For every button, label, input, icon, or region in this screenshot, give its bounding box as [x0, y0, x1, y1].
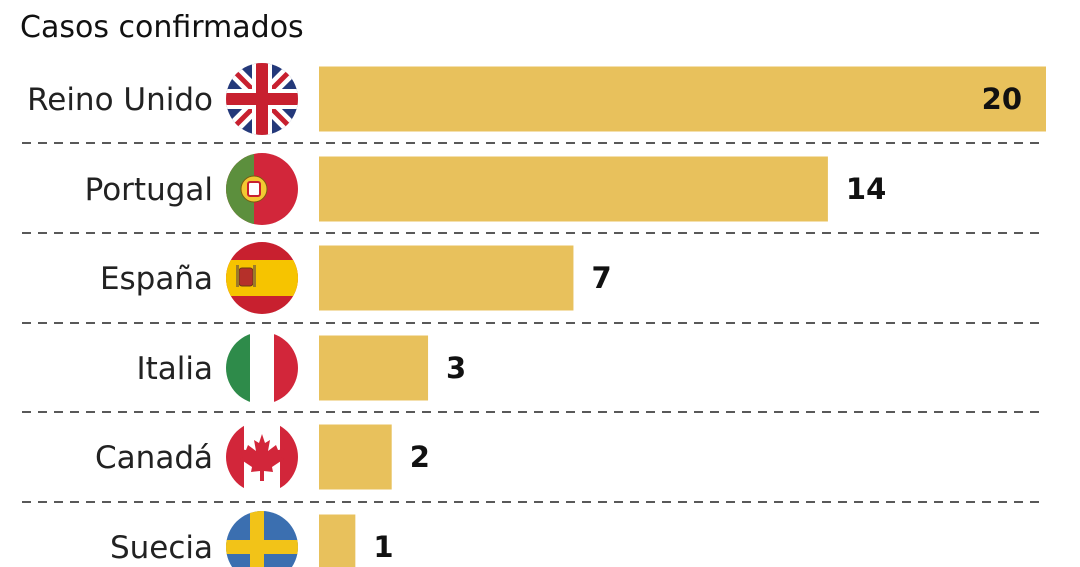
bar-canada [319, 424, 392, 490]
category-label: Suecia [110, 530, 213, 566]
canada-flag-icon [226, 421, 298, 493]
sweden-flag-icon [226, 511, 298, 567]
row-dividers [22, 142, 1046, 503]
bar-italia [319, 335, 429, 401]
category-label: España [100, 261, 213, 297]
value-label-suecia: 1 [373, 530, 393, 564]
bar-espana [319, 245, 574, 311]
chart-title: Casos confirmados [20, 10, 304, 45]
category-label: Portugal [85, 172, 213, 208]
value-label-reino-unido: 20 [982, 82, 1022, 116]
value-label-espana: 7 [591, 261, 611, 295]
bar-portugal [319, 156, 828, 222]
value-label-portugal: 14 [846, 172, 886, 206]
value-label-canada: 2 [410, 440, 430, 474]
spain-flag-icon [226, 242, 298, 314]
category-label: Reino Unido [27, 82, 213, 118]
category-label: Italia [136, 351, 213, 387]
bar-reino-unido [319, 66, 1046, 132]
italy-flag-icon [226, 332, 298, 404]
portugal-flag-icon [226, 153, 298, 225]
category-label: Canadá [95, 440, 213, 476]
category-labels: Reino Unido Portugal España Italia Canad… [27, 82, 213, 566]
uk-flag-icon [226, 63, 298, 135]
bars [319, 66, 1046, 567]
value-label-italia: 3 [446, 351, 466, 385]
value-labels: 20 14 7 3 2 1 [373, 82, 1022, 564]
bar-suecia [319, 514, 356, 567]
